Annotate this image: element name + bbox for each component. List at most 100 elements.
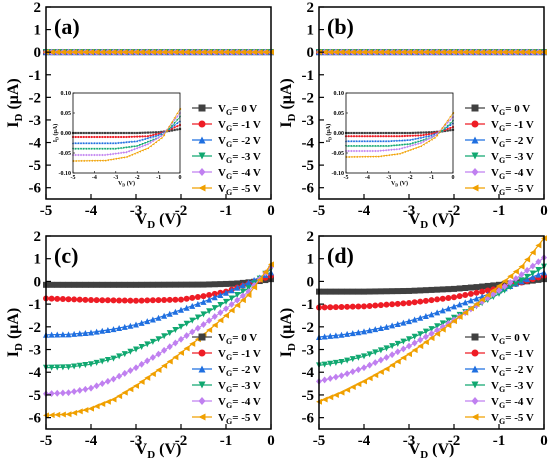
inset-data-point bbox=[363, 135, 366, 138]
data-point bbox=[383, 288, 390, 295]
y-axis-title-unit: (μA) bbox=[278, 78, 295, 113]
inset-x-tick-label: -1 bbox=[429, 175, 434, 181]
inset-y-axis-title-main: I bbox=[326, 139, 332, 142]
data-point bbox=[422, 339, 429, 346]
inset-x-axis-title-main: V bbox=[118, 181, 123, 187]
legend-label-prefix: V bbox=[218, 348, 226, 360]
data-point bbox=[228, 295, 235, 302]
data-point bbox=[121, 369, 128, 377]
inset-data-point bbox=[360, 131, 364, 135]
data-point bbox=[54, 364, 61, 371]
inset-data-point bbox=[360, 155, 364, 158]
inset-data-point bbox=[422, 131, 425, 134]
legend-label-sub: G bbox=[499, 172, 505, 181]
inset-data-point bbox=[401, 139, 404, 142]
inset-data-point bbox=[419, 141, 422, 145]
data-point bbox=[71, 49, 78, 56]
data-point bbox=[332, 391, 339, 398]
data-point bbox=[59, 296, 66, 303]
inset-data-point bbox=[173, 128, 176, 132]
data-point bbox=[178, 323, 184, 330]
data-point bbox=[166, 281, 173, 288]
data-point bbox=[338, 389, 345, 396]
x-tick-label: -5 bbox=[313, 203, 326, 219]
data-point bbox=[200, 311, 207, 318]
inset-data-point bbox=[393, 139, 396, 142]
data-point bbox=[110, 396, 117, 403]
data-point bbox=[239, 282, 246, 289]
data-point bbox=[76, 408, 83, 415]
inset-data-point bbox=[133, 145, 136, 148]
inset-data-point bbox=[387, 154, 390, 157]
data-point bbox=[76, 330, 83, 337]
data-point bbox=[467, 49, 474, 56]
data-point bbox=[332, 373, 339, 381]
inset-data-point bbox=[382, 135, 385, 138]
x-tick-label: -3 bbox=[130, 433, 143, 449]
data-point bbox=[479, 296, 486, 303]
inset-data-point bbox=[128, 140, 131, 143]
x-axis-title-main: V bbox=[136, 441, 148, 458]
x-tick-label: -5 bbox=[40, 433, 53, 449]
inset-data-point bbox=[149, 139, 152, 143]
legend-label: VG= -4 V bbox=[491, 396, 534, 410]
data-point bbox=[524, 266, 531, 274]
data-point bbox=[144, 297, 151, 304]
inset-data-point bbox=[104, 141, 107, 145]
inset-x-tick-label: -1 bbox=[156, 175, 161, 181]
data-point bbox=[178, 349, 184, 356]
legend-marker bbox=[471, 104, 479, 112]
data-point bbox=[166, 330, 173, 337]
inset-data-point bbox=[157, 136, 160, 139]
legend-marker bbox=[198, 413, 206, 421]
data-point bbox=[178, 49, 184, 56]
data-point bbox=[178, 335, 184, 343]
inset-data-point bbox=[133, 147, 136, 151]
data-point bbox=[344, 386, 351, 393]
inset-data-point bbox=[409, 131, 412, 135]
inset-data-point bbox=[411, 131, 414, 134]
data-point bbox=[183, 332, 190, 340]
legend-marker bbox=[198, 184, 206, 192]
legend-label: VG= -3 V bbox=[491, 151, 534, 165]
data-point bbox=[462, 284, 469, 291]
data-point bbox=[206, 49, 213, 56]
inset-data-point bbox=[417, 140, 420, 143]
inset-data-point bbox=[101, 141, 104, 145]
legend-label: VG= -3 V bbox=[218, 380, 261, 394]
legend-label: VG= -3 V bbox=[491, 380, 534, 394]
data-point bbox=[183, 304, 190, 311]
legend-marker bbox=[198, 167, 206, 177]
legend-label-value: = 0 V bbox=[232, 332, 257, 344]
inset-data-point bbox=[87, 141, 91, 145]
inset-data-point bbox=[414, 134, 417, 137]
data-point bbox=[59, 49, 66, 56]
data-point bbox=[48, 295, 55, 302]
data-point bbox=[417, 343, 424, 350]
inset-data-point bbox=[125, 135, 128, 139]
data-point bbox=[172, 326, 179, 333]
inset-data-point bbox=[449, 126, 452, 130]
inset-data-point bbox=[449, 115, 452, 118]
inset-data-point bbox=[371, 131, 374, 135]
inset-data-point bbox=[122, 131, 125, 135]
inset-x-tick-label: -2 bbox=[135, 175, 140, 181]
data-point bbox=[223, 305, 229, 313]
inset-data-point bbox=[114, 135, 117, 139]
inset-data-point bbox=[82, 147, 85, 151]
inset-data-point bbox=[425, 135, 428, 138]
inset-data-point bbox=[146, 136, 149, 140]
y-tick-label: 0 bbox=[307, 45, 315, 61]
y-axis-title: ID (μA) bbox=[278, 308, 298, 357]
inset-data-point bbox=[128, 154, 131, 157]
inset-y-axis-title: ID (μA) bbox=[52, 124, 60, 142]
inset-data-point bbox=[170, 124, 174, 128]
data-point bbox=[110, 375, 117, 383]
inset-data-point bbox=[355, 155, 358, 158]
data-point bbox=[82, 406, 89, 413]
data-point bbox=[104, 49, 111, 56]
y-tick-label: -4 bbox=[29, 365, 42, 381]
inset-y-axis-title-unit: (μA) bbox=[325, 124, 332, 137]
data-point bbox=[496, 49, 502, 56]
inset-data-point bbox=[90, 159, 93, 162]
